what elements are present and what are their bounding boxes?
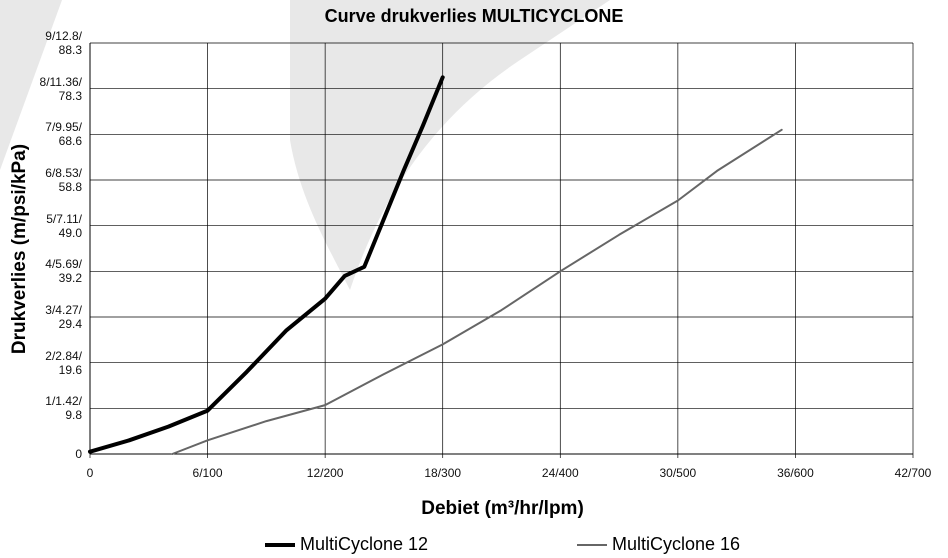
background-swoosh (0, 0, 62, 170)
y-tick-label: 5/7.11/ 49.0 (46, 211, 82, 240)
x-tick-label: 42/700 (894, 466, 932, 480)
x-tick-label: 0 (86, 466, 94, 480)
y-tick-label: 3/4.27/ 29.4 (45, 303, 82, 331)
x-tick-label: 18/300 (424, 466, 462, 480)
x-axis-label: Debiet (m³/hr/lpm) (421, 498, 584, 519)
y-tick-label: 1/1.42/ 9.8 (45, 394, 82, 423)
chart-title: Curve drukverlies MULTICYCLONE (324, 6, 624, 26)
y-tick-label: 2/2.84/ 19.6 (45, 348, 82, 377)
background-swoosh (290, 0, 610, 290)
y-tick-label: 4/5.69/ 39.2 (45, 257, 82, 286)
y-tick-label: 6/8.53/ 58.8 (45, 166, 82, 194)
x-tick-label: 36/600 (777, 466, 814, 480)
x-tick-label: 12/200 (306, 466, 344, 480)
x-tick-label: 30/500 (659, 466, 697, 480)
series-line (171, 128, 783, 455)
y-tick-label: 7/9.95/ 68.6 (45, 120, 82, 149)
series-line (88, 75, 445, 454)
x-tick-label: 24/400 (541, 466, 579, 480)
legend-label: MultiCyclone 12 (300, 534, 429, 554)
y-tick-label: 8/11.36/ 78.3 (39, 74, 82, 103)
y-tick-label: 9/12.8/ 88.3 (45, 29, 82, 57)
legend-label: MultiCyclone 16 (612, 534, 741, 554)
x-tick-label: 6/100 (192, 466, 223, 480)
y-tick-label: 0 (75, 447, 82, 461)
